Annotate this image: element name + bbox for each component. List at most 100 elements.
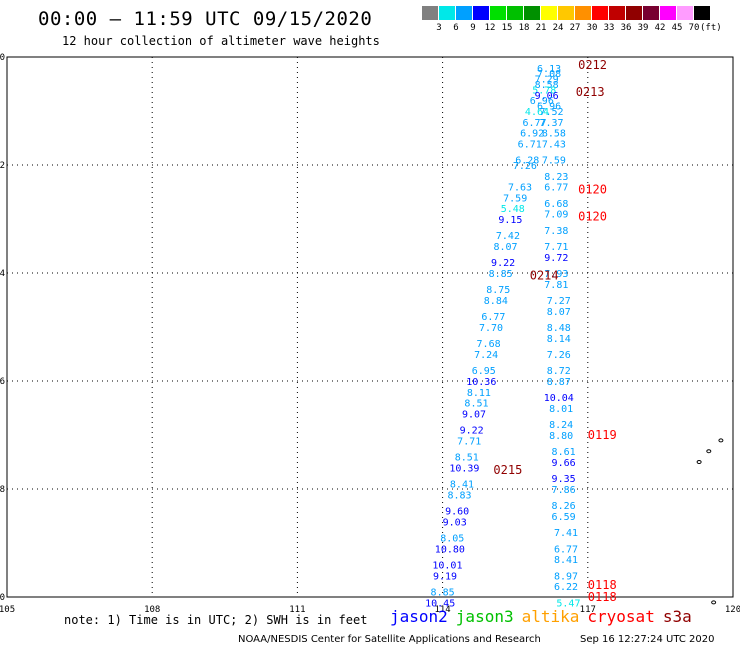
x-tick-label: 117 [580,605,596,615]
swh-value: 8.11 [467,388,491,399]
swh-value: 9.60 [445,507,469,518]
swh-value: 8.24 [549,420,573,431]
swh-value: 8.26 [552,501,576,512]
swh-value: 8.83 [447,490,471,501]
colorbar-label: 45 [671,23,683,33]
swh-value: 7.41 [554,528,578,539]
swh-value: 9.72 [544,253,568,264]
swh-value: 8.23 [544,172,568,183]
track-label: 0213 [576,85,605,99]
swh-value: 6.71 [518,139,542,150]
colorbar-unit: (ft) [700,23,722,33]
colorbar-label: 39 [637,23,649,33]
swh-value: 5.78 [532,85,556,96]
colorbar-cell [626,6,643,20]
swh-value: 7.38 [544,226,568,237]
swh-value: 10.36 [466,377,496,388]
x-tick-label: 114 [434,605,450,615]
colorbar-cell [558,6,575,20]
x-tick-label: 108 [144,605,160,615]
swh-value: 9.19 [433,571,457,582]
swh-value: 7.26 [513,161,537,172]
swh-value: 5.47 [556,598,580,609]
swh-value: 8.84 [484,296,508,307]
legend-cryosat: cryosat [587,607,655,626]
track-label: 0119 [588,428,617,442]
swh-value: 5.48 [501,204,525,215]
colorbar-label: 6 [453,23,459,33]
swh-value: 9.22 [491,258,515,269]
swh-value: 7.37 [539,118,563,129]
swh-value: 7.43 [542,139,566,150]
swh-value: 7.63 [508,183,532,194]
island-outline [696,460,702,464]
swh-value: 9.15 [498,215,522,226]
colorbar-cell [456,6,473,20]
swh-value: 7.81 [544,280,568,291]
swh-value: 9.22 [460,426,484,437]
swh-value: 8.58 [542,129,566,140]
track-label: 0120 [578,182,607,196]
swh-value: 8.07 [493,242,517,253]
swh-value: 8.80 [549,431,573,442]
colorbar-cell [575,6,592,20]
y-tick-label: -12 [0,161,5,171]
island-outline [706,449,712,454]
colorbar-cell [490,6,507,20]
swh-value: 7.24 [474,350,498,361]
legend-s3a: s3a [662,607,692,626]
swh-value: 6.13 [537,64,561,75]
swh-value: 9.66 [552,458,576,469]
swh-value: 8.72 [547,366,571,377]
swh-value: 7.52 [539,107,563,118]
colorbar-cell [609,6,626,20]
swh-value: 7.86 [552,485,576,496]
colorbar-cell [677,6,694,20]
colorbar-label: 42 [654,23,666,33]
swh-value: 8.87 [547,377,571,388]
swh-value: 9.35 [552,474,576,485]
satellite-legend: jason2 jason3 altika cryosat s3a [390,607,700,626]
colorbar-label: 30 [586,23,598,33]
colorbar-cell [592,6,609,20]
swh-value: 7.70 [479,323,503,334]
swh-value: 7.09 [544,210,568,221]
colorbar-label: 24 [552,23,564,33]
swh-value: 9.03 [443,517,467,528]
swh-value: 7.08 [537,69,561,80]
swh-value: 7.59 [542,156,566,167]
swh-value: 7.42 [496,231,520,242]
swh-value: 8.51 [455,453,479,464]
footer-note: note: 1) Time is in UTC; 2) SWH is in fe… [64,613,368,627]
island-outline [711,600,717,605]
colorbar-label: 3 [436,23,442,33]
swh-value: 7.93 [544,269,568,280]
swh-value: 8.01 [549,404,573,415]
track-label: 0215 [493,463,522,477]
swh-value: 7.71 [457,436,481,447]
swh-value: 6.92 [520,129,544,140]
colorbar-label: 33 [603,23,615,33]
swh-value: 8.97 [554,571,578,582]
track-label: 0214 [530,269,559,283]
swh-value: 8.48 [547,323,571,334]
colorbar-cell [643,6,660,20]
swh-value: 8.85 [489,269,513,280]
colorbar-cell [524,6,541,20]
colorbar-cell [694,6,711,20]
legend-altika: altika [521,607,580,626]
swh-value: 9.07 [462,409,486,420]
swh-value: 6.22 [554,582,578,593]
track-label: 0212 [578,58,607,72]
swh-value: 6.28 [515,156,539,167]
swh-value: 9.06 [535,91,559,102]
footer-credit: NOAA/NESDIS Center for Satellite Applica… [238,634,541,645]
colorbar-label: 21 [535,23,547,33]
colorbar-label: 70 [688,23,700,33]
page-title: 00:00 – 11:59 UTC 09/15/2020 [38,8,373,30]
swh-value: 7.29 [535,75,559,86]
swh-value: 4.64 [525,107,549,118]
swh-value: 6.77 [544,183,568,194]
swh-value: 10.45 [425,598,455,609]
